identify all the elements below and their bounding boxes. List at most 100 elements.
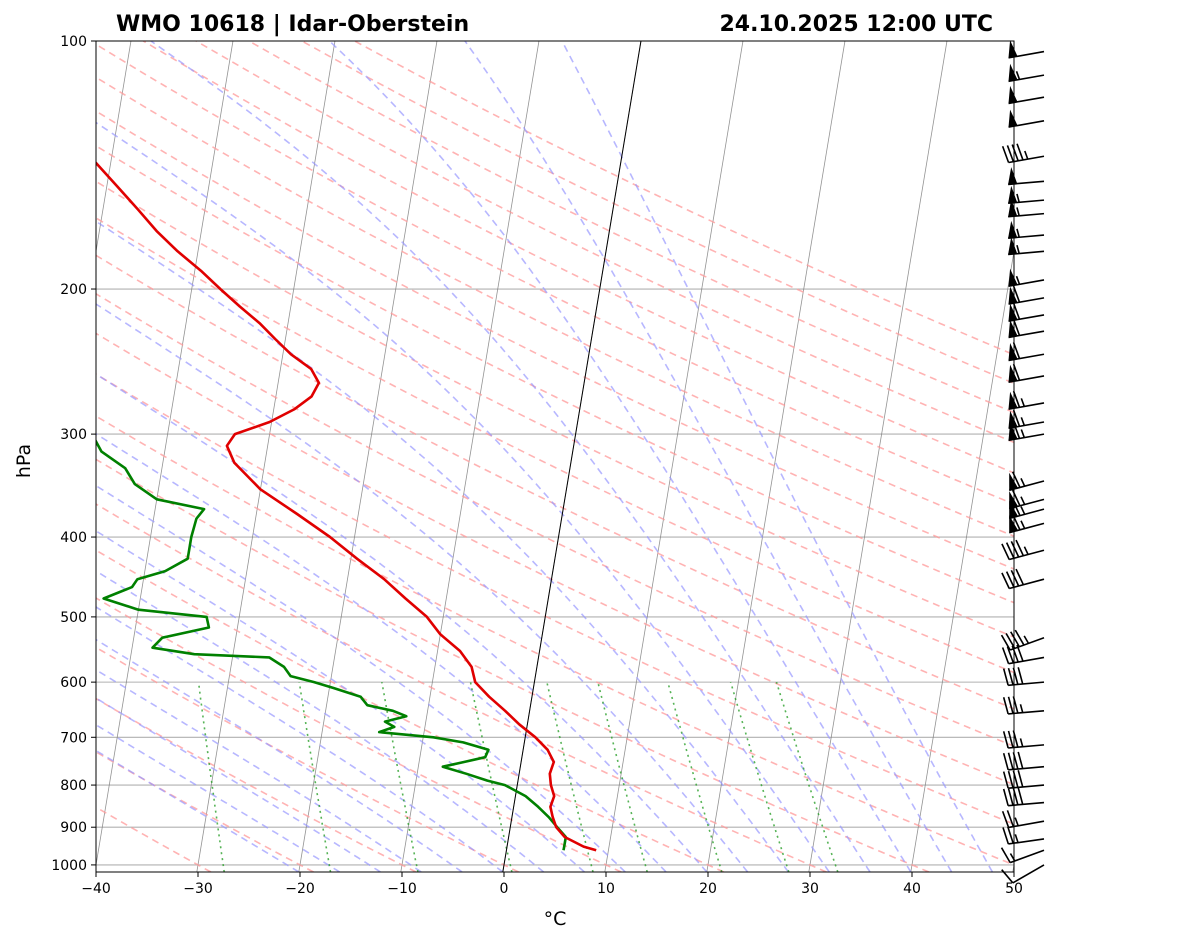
wind-barb-flag — [1008, 185, 1018, 204]
wind-barb-flag — [1008, 303, 1018, 322]
mixing-ratio-line — [298, 681, 332, 872]
wind-barb — [1008, 109, 1045, 128]
wind-barb-full — [1001, 810, 1010, 828]
moist-adiabat-line — [96, 749, 300, 872]
wind-barb — [1008, 85, 1045, 105]
dry-adiabat-line — [96, 216, 1014, 674]
wind-barb — [1002, 730, 1045, 749]
wind-barb-full — [1012, 409, 1021, 427]
wind-barb-shaft — [1009, 636, 1045, 651]
wind-barb-flag — [1008, 63, 1018, 82]
wind-barb-half — [1016, 193, 1020, 203]
wind-barb-half — [1020, 417, 1026, 426]
wind-barb-full — [1001, 647, 1010, 664]
isotherm-line — [298, 41, 438, 872]
wind-barb-full — [1007, 826, 1014, 844]
wind-barb-shaft — [1008, 744, 1045, 749]
wind-barb — [1002, 826, 1045, 845]
wind-barb — [1008, 199, 1045, 218]
y-tick-label: 900 — [60, 820, 87, 836]
wind-barb — [1008, 40, 1045, 59]
wind-barb-shaft — [1009, 578, 1045, 590]
wind-barb-full — [1017, 751, 1024, 769]
wind-barb-half — [1009, 853, 1016, 862]
wind-barb-shaft — [1008, 784, 1045, 790]
wind-barb-half — [1016, 244, 1020, 254]
dry-adiabat-line — [96, 43, 1014, 506]
y-tick-label: 400 — [60, 530, 87, 546]
wind-barb — [1001, 143, 1045, 164]
y-axis: 1000 900 800 700 600 500 400 300 200 100 — [51, 34, 96, 874]
wind-barb-shaft — [1008, 765, 1045, 771]
mixing-ratio-line — [667, 681, 723, 872]
wind-barb — [1002, 696, 1045, 715]
y-tick-label: 200 — [60, 282, 87, 298]
wind-barb-full — [1007, 696, 1014, 714]
dry-adiabat-line — [195, 41, 1014, 444]
wind-barb-flag — [1008, 237, 1018, 255]
wind-barb-full — [1001, 543, 1010, 560]
wind-barb — [1008, 220, 1045, 239]
wind-barb-full — [1012, 285, 1021, 303]
wind-barb-flag — [1008, 268, 1018, 287]
x-tick-label: −10 — [387, 881, 417, 897]
wind-barb — [1002, 770, 1045, 790]
wind-barb-full — [1007, 667, 1014, 686]
wind-barb-full — [1011, 489, 1021, 507]
wind-barb-half — [1015, 71, 1021, 80]
wind-barb-full — [1001, 869, 1014, 884]
wind-barb-full — [1012, 390, 1021, 408]
moist-adiabat-line — [96, 530, 585, 872]
wind-barb-half — [1015, 275, 1021, 285]
chart-title-time: 24.10.2025 12:00 UTC — [719, 12, 993, 37]
mixing-ratio-line — [546, 681, 594, 872]
wind-barb — [1008, 390, 1045, 411]
wind-barb — [1008, 409, 1045, 430]
wind-barb-flag — [1008, 167, 1018, 185]
dry-adiabat-line — [96, 292, 1014, 748]
wind-barb-full — [1015, 568, 1025, 586]
wind-barb-shaft — [1009, 508, 1045, 520]
y-tick-label: 700 — [60, 730, 87, 746]
wind-barb-half — [1020, 520, 1026, 529]
wind-barb-full — [1007, 788, 1014, 806]
wind-barb-full — [1014, 629, 1025, 646]
wind-barb — [1008, 63, 1045, 83]
wind-barb-flag — [1008, 391, 1018, 410]
moist-adiabat-line — [96, 668, 422, 872]
x-tick-label: −40 — [81, 881, 111, 897]
wind-barb-full — [1002, 752, 1009, 771]
mixing-ratio-line — [729, 681, 790, 872]
wind-barb — [1000, 847, 1045, 864]
wind-barb-shaft — [1009, 522, 1045, 534]
wind-barb — [1008, 237, 1045, 256]
wind-barb — [1008, 285, 1045, 305]
wind-barb-flag — [1008, 85, 1018, 104]
isotherm-line — [910, 248, 1014, 872]
wind-barb-shaft — [1008, 330, 1045, 339]
wind-barb-full — [1015, 539, 1025, 557]
dewpoint-profile — [96, 438, 568, 851]
dry-adiabat-line — [96, 503, 827, 872]
temperature-profile — [96, 161, 597, 852]
moist-adiabat-line — [96, 638, 463, 872]
dry-adiabat-line — [96, 597, 622, 872]
dry-adiabat-line — [96, 697, 417, 872]
plot-frame — [95, 40, 1015, 873]
wind-barb-flag — [1009, 515, 1018, 533]
profiles — [96, 161, 597, 852]
wind-barb-flag — [1008, 220, 1018, 239]
wind-barb-shaft — [1008, 402, 1045, 411]
dry-adiabat-line — [96, 373, 1014, 826]
wind-barb — [1008, 318, 1045, 339]
wind-barb — [1000, 629, 1045, 651]
wind-barb-half — [1020, 429, 1026, 438]
wind-barb — [1008, 167, 1045, 186]
wind-barb-full — [1012, 342, 1021, 359]
wind-barb-flag — [1008, 364, 1018, 383]
moist-adiabat-line — [96, 220, 790, 872]
wind-barb-full — [1012, 363, 1021, 381]
y-axis-label: hPa — [13, 444, 35, 478]
isotherm-line — [706, 41, 846, 872]
